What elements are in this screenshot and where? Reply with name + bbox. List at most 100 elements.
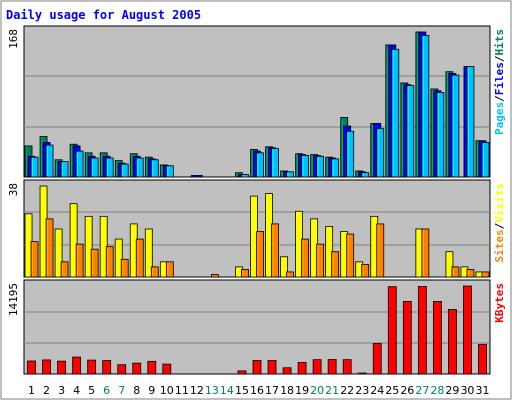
- bar-pages-day-18: [286, 171, 294, 178]
- bar-pages-day-2: [45, 144, 54, 178]
- bar-sites-day-21: [331, 251, 340, 278]
- bar-kbytes-day-9: [147, 360, 157, 375]
- bar-visits-day-9: [144, 228, 153, 278]
- x-tick-label-day-21: 21: [325, 384, 339, 397]
- bar-kbytes-day-2: [42, 359, 51, 375]
- x-tick-label-day-10: 10: [160, 384, 174, 397]
- legend-separator: /: [493, 95, 506, 102]
- bar-sites-day-9: [150, 266, 159, 278]
- bar-sites-day-22: [346, 233, 355, 278]
- bar-kbytes-day-18: [282, 367, 292, 375]
- x-tick-label-day-3: 3: [58, 384, 65, 397]
- y-max-label: 168: [7, 29, 20, 49]
- bar-sites-day-5: [90, 248, 99, 278]
- x-tick-label-day-18: 18: [280, 384, 294, 397]
- chart-panel-1: 168 Pages/Files/Hits: [7, 25, 506, 178]
- bar-kbytes-day-22: [342, 359, 352, 375]
- bar-kbytes-day-20: [312, 359, 322, 375]
- bar-kbytes-day-1: [27, 360, 36, 375]
- x-tick-label-day-12: 12: [190, 384, 204, 397]
- bar-kbytes-day-23: [357, 372, 367, 375]
- bar-visits-day-5: [84, 215, 93, 278]
- legend-visits: Visits: [493, 183, 506, 223]
- bar-pages-day-28: [436, 92, 445, 178]
- bar-sites-day-20: [316, 243, 325, 278]
- x-tick-label-day-22: 22: [340, 384, 354, 397]
- bar-pages-day-8: [135, 157, 144, 178]
- bar-sites-day-19: [301, 238, 309, 278]
- bar-kbytes-day-6: [102, 360, 112, 375]
- bar-sites-day-30: [466, 269, 475, 278]
- bar-pages-day-30: [466, 66, 475, 178]
- bar-pages-day-25: [391, 48, 400, 178]
- legend: KBytes: [493, 283, 506, 323]
- bar-pages-day-31: [481, 142, 490, 178]
- bar-visits-day-29: [445, 251, 454, 278]
- bar-sites-day-29: [451, 266, 460, 278]
- bar-kbytes-day-25: [387, 286, 397, 375]
- bar-pages-day-15: [241, 174, 249, 178]
- bar-sites-day-27: [421, 228, 430, 278]
- x-tick-label-day-13: 13: [205, 384, 219, 397]
- x-tick-label-day-1: 1: [28, 384, 35, 397]
- bar-kbytes-day-28: [432, 300, 442, 375]
- x-tick-label-day-20: 20: [310, 384, 324, 397]
- bar-sites-day-2: [45, 218, 54, 278]
- legend-files: Files: [493, 62, 506, 95]
- bar-sites-day-24: [376, 223, 385, 278]
- bar-kbytes-day-31: [478, 343, 487, 375]
- bar-kbytes-day-21: [327, 359, 337, 375]
- legend: Pages/Files/Hits: [493, 29, 506, 135]
- x-tick-label-day-30: 30: [460, 384, 474, 397]
- bar-pages-day-9: [150, 159, 159, 178]
- bar-sites-day-10: [165, 261, 174, 278]
- legend-separator: /: [493, 55, 506, 62]
- bar-kbytes-day-5: [87, 359, 97, 375]
- bar-pages-day-26: [406, 85, 415, 178]
- legend-hits: Hits: [493, 29, 506, 56]
- bar-kbytes-day-15: [237, 370, 247, 375]
- x-tick-label-day-17: 17: [265, 384, 279, 397]
- x-tick-label-day-29: 29: [445, 384, 459, 397]
- legend-kbytes: KBytes: [493, 283, 506, 323]
- bar-pages-day-7: [120, 163, 129, 178]
- bar-pages-day-6: [105, 157, 114, 178]
- bar-pages-day-5: [90, 157, 99, 178]
- x-tick-label-day-14: 14: [220, 384, 234, 397]
- bar-sites-day-6: [105, 246, 114, 278]
- y-max-label: 38: [7, 183, 20, 196]
- bar-sites-day-15: [241, 269, 249, 278]
- x-tick-label-day-26: 26: [400, 384, 414, 397]
- bar-visits-day-7: [114, 238, 123, 278]
- legend-separator: /: [493, 222, 506, 229]
- x-tick-label-day-7: 7: [118, 384, 125, 397]
- zero-marker: [190, 175, 203, 177]
- bar-pages-day-23: [361, 172, 370, 178]
- bar-kbytes-day-16: [252, 360, 262, 375]
- bar-visits-day-4: [69, 203, 78, 278]
- bar-pages-day-21: [331, 158, 340, 178]
- bar-sites-day-4: [75, 243, 84, 278]
- bar-pages-day-29: [451, 74, 460, 178]
- bar-kbytes-day-30: [463, 285, 472, 375]
- x-tick-label-day-9: 9: [148, 384, 155, 397]
- bar-sites-day-3: [60, 261, 69, 278]
- bar-pages-day-19: [301, 155, 309, 178]
- bar-kbytes-day-7: [117, 364, 127, 375]
- x-tick-label-day-25: 25: [385, 384, 399, 397]
- x-tick-label-day-5: 5: [88, 384, 95, 397]
- bar-pages-day-4: [75, 150, 84, 178]
- bar-visits-day-18: [280, 256, 288, 278]
- bar-pages-day-24: [376, 128, 385, 178]
- bar-kbytes-day-8: [132, 362, 142, 375]
- bar-sites-day-17: [271, 223, 279, 278]
- bar-kbytes-day-19: [297, 361, 307, 375]
- bar-pages-day-16: [256, 152, 264, 178]
- bar-sites-day-7: [120, 258, 129, 278]
- bar-pages-day-20: [316, 155, 325, 178]
- x-tick-label-day-8: 8: [133, 384, 140, 397]
- bar-visits-day-3: [54, 228, 63, 278]
